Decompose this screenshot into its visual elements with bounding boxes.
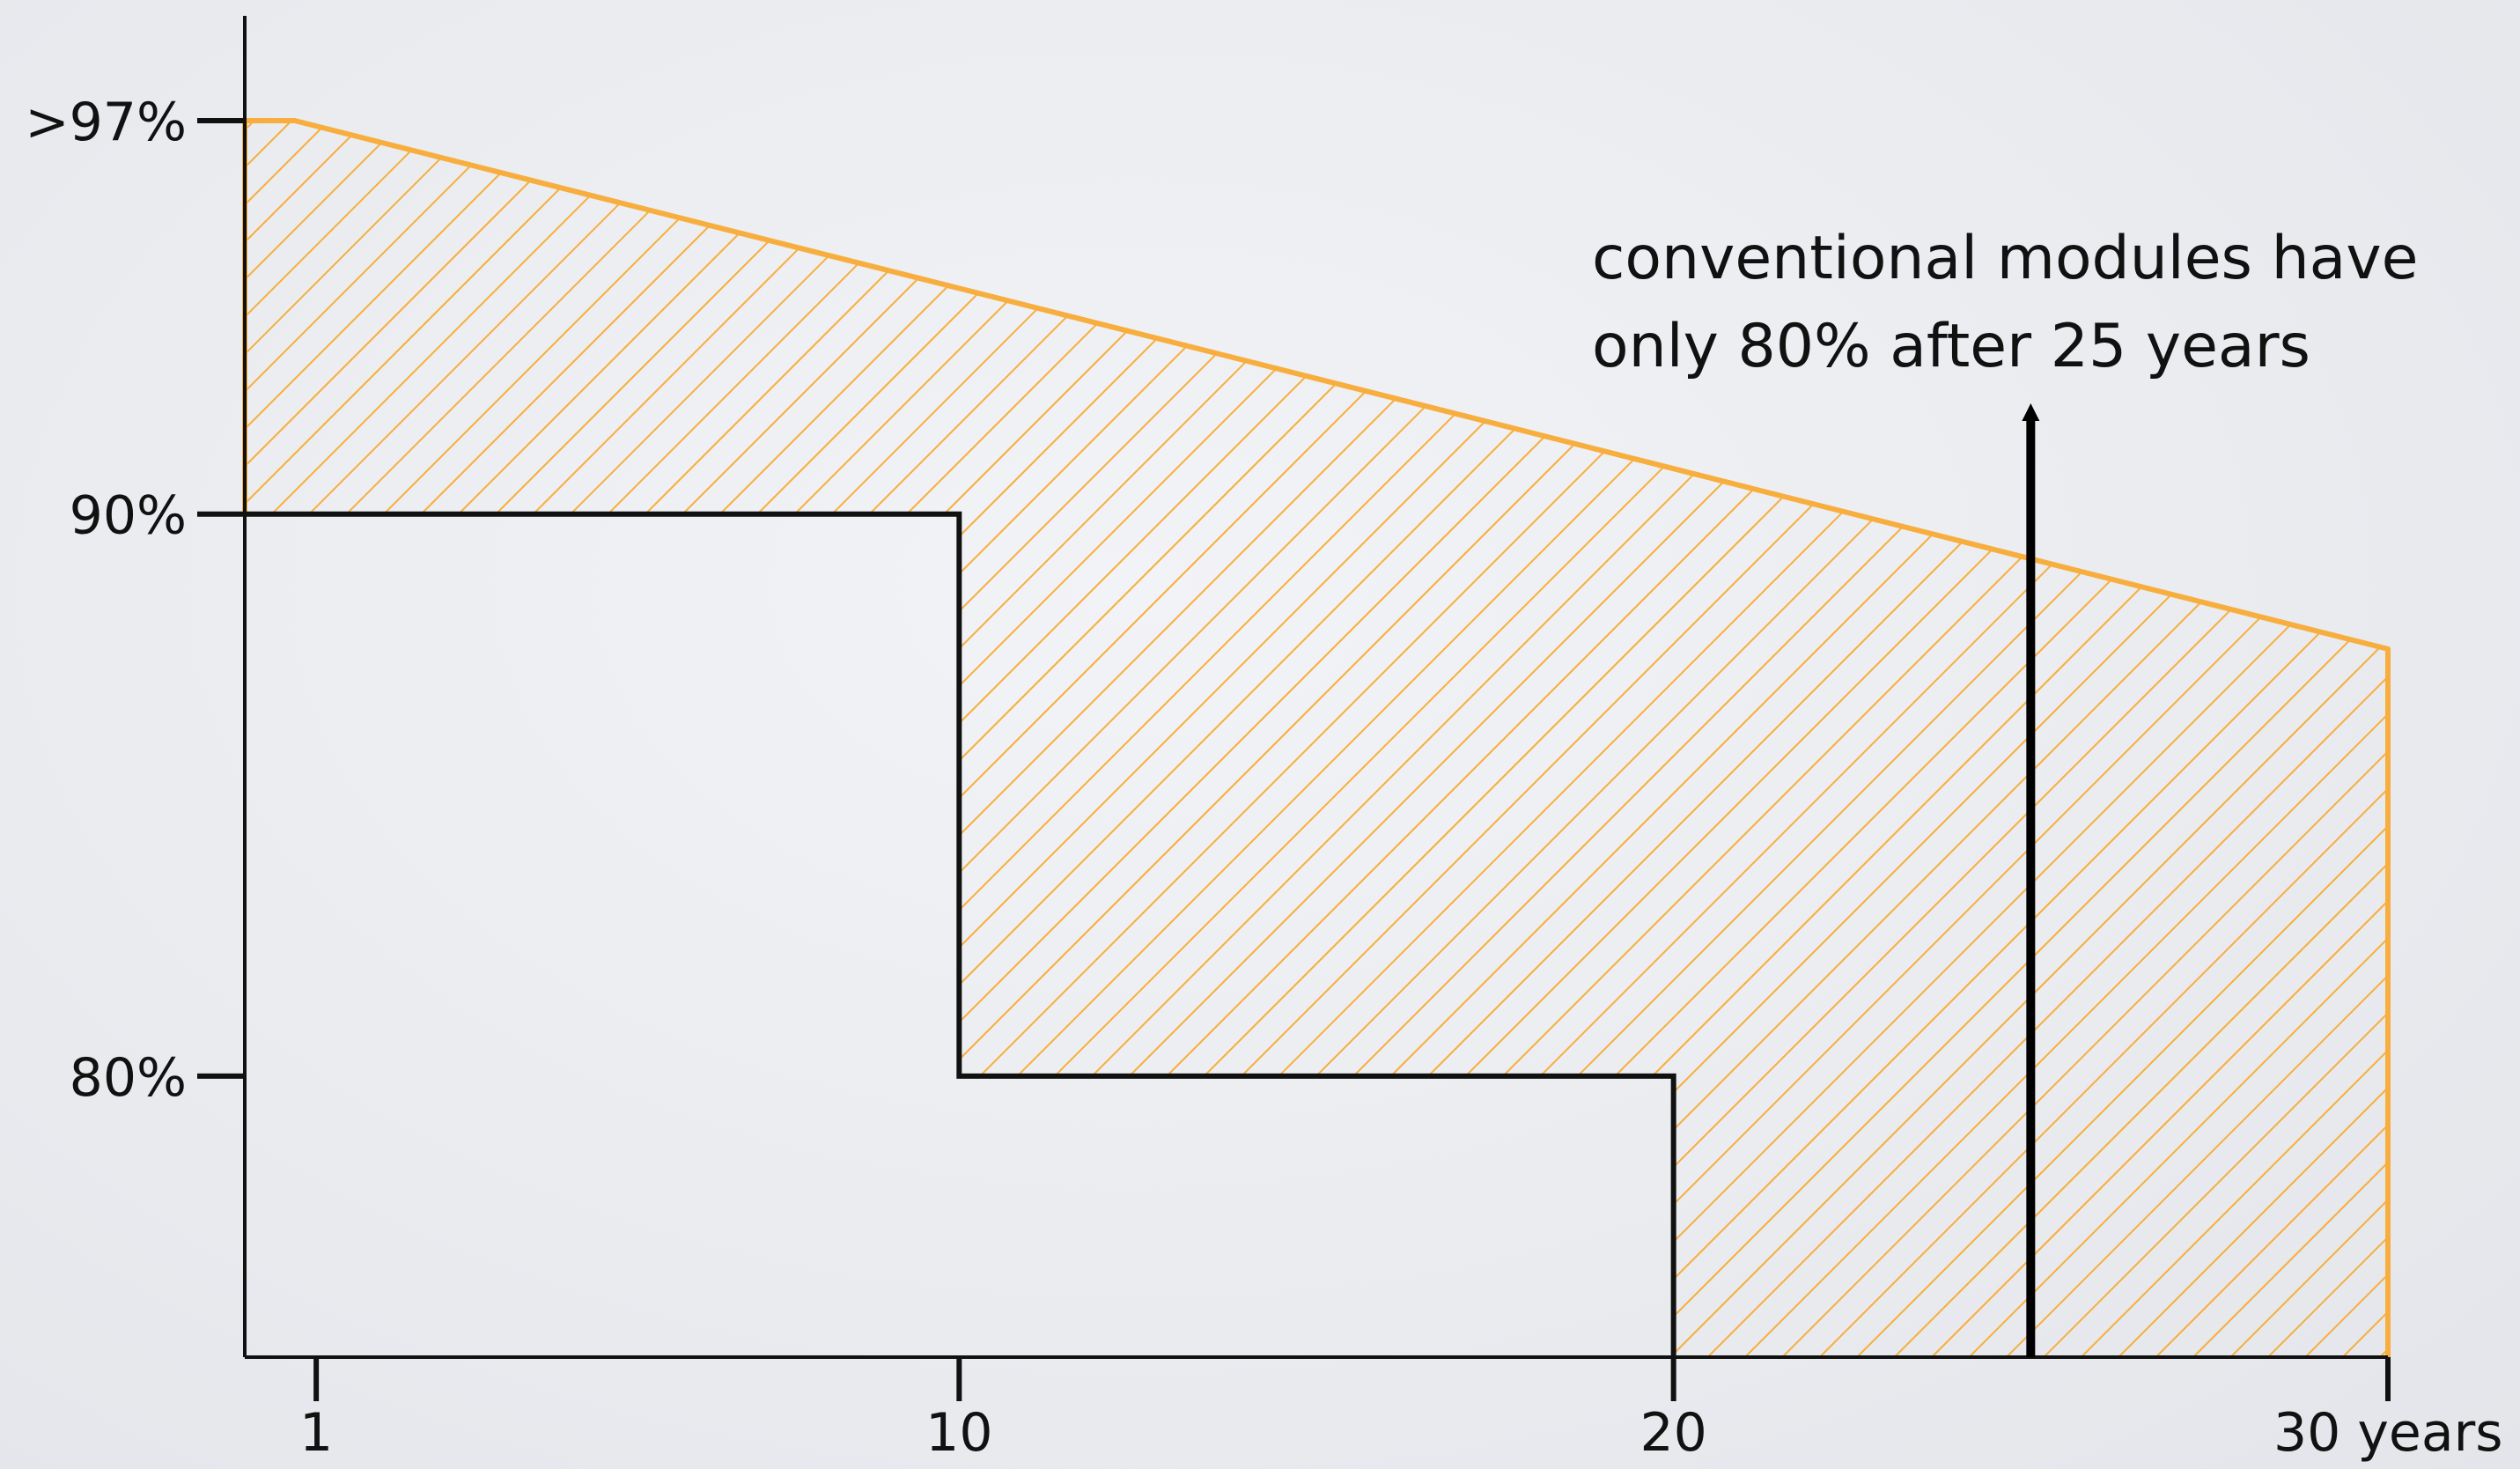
- x-tick-label: 20: [1639, 1402, 1706, 1464]
- hatched-area-layer: [245, 121, 2388, 1357]
- annotation-arrow-layer: [2022, 403, 2040, 1357]
- hatched-area: [245, 121, 2388, 1357]
- step-guarantee-line: [245, 511, 1676, 1357]
- x-tick-label: 1: [299, 1402, 333, 1464]
- annotation-line-2: only 80% after 25 years: [1592, 312, 2310, 381]
- y-tick-label: >97%: [25, 92, 187, 153]
- y-tick-label: 80%: [70, 1047, 187, 1109]
- annotation-line-1: conventional modules have: [1592, 224, 2418, 293]
- annotation-arrowhead: [2022, 403, 2040, 421]
- x-tick-label: 10: [925, 1402, 992, 1464]
- annotation: conventional modules have only 80% after…: [1592, 224, 2418, 381]
- y-tick-label: 90%: [70, 485, 187, 547]
- ticks-layer: >97% 90% 80% 1 10 20 30 years: [25, 92, 2502, 1464]
- x-tick-label: 30 years: [2273, 1402, 2503, 1464]
